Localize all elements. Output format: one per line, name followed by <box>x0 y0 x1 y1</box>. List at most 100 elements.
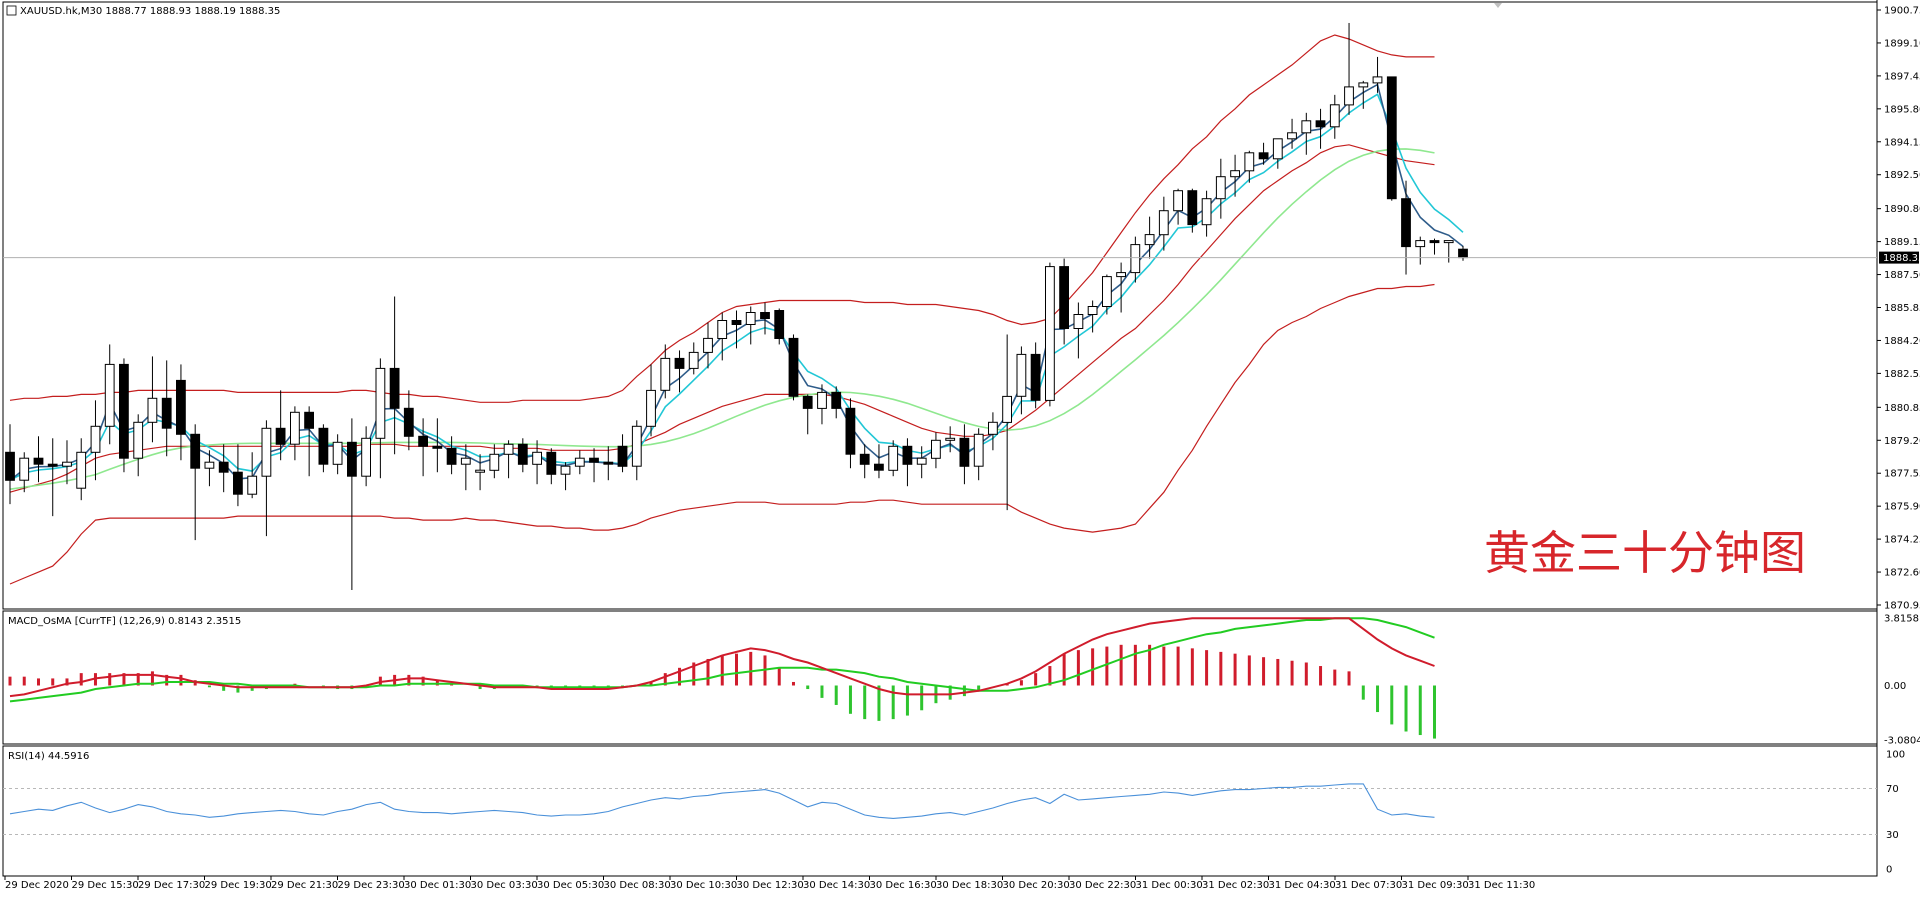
rsi-tick-label: 30 <box>1886 830 1899 841</box>
rsi-tick-label: 70 <box>1886 784 1899 795</box>
candle-body <box>1087 306 1098 315</box>
candle-body <box>703 337 713 353</box>
candle-body <box>1045 266 1055 401</box>
candle-body <box>831 391 842 409</box>
time-tick-label: 29 Dec 17:30 <box>138 880 205 891</box>
candle-body <box>902 445 913 465</box>
candle-body <box>76 451 87 489</box>
time-tick-label: 30 Dec 16:30 <box>870 880 937 891</box>
price-tick-label: 1900.75 <box>1884 6 1920 17</box>
candle-body <box>1073 314 1084 329</box>
candle-body <box>119 363 129 459</box>
time-tick-label: 30 Dec 05:30 <box>537 880 604 891</box>
candle-body <box>1244 152 1255 172</box>
rsi-header: RSI(14) 44.5916 <box>8 751 89 762</box>
candle-body <box>916 457 927 465</box>
macd-signal-line <box>9 617 1435 698</box>
macd-tick-label: -3.0804 <box>1884 736 1920 747</box>
bollinger-mid-line <box>9 144 1435 493</box>
candle-body <box>646 389 656 427</box>
candle-body <box>489 453 500 471</box>
price-tick-label: 1870.95 <box>1884 601 1920 612</box>
candle-body <box>446 447 457 465</box>
candle-body <box>717 320 728 339</box>
candle-body <box>532 451 543 465</box>
candle-body <box>1059 266 1069 330</box>
candle-body <box>1215 176 1226 200</box>
symbol-icon <box>6 5 17 16</box>
candle-body <box>1173 190 1183 212</box>
candle-body <box>190 433 201 469</box>
macd-header: MACD_OsMA [CurrTF] (12,26,9) 0.8143 2.35… <box>8 616 241 627</box>
bollinger-lower-line <box>9 283 1435 585</box>
candle-body <box>859 453 870 465</box>
price-tick-label: 1875.90 <box>1884 502 1920 513</box>
current-price-badge <box>1879 251 1919 264</box>
candle-body <box>845 407 856 455</box>
time-tick-label: 29 Dec 2020 <box>5 880 69 891</box>
candle-body <box>475 469 486 473</box>
price-tick-label: 1895.80 <box>1884 104 1920 115</box>
candle-body <box>674 357 685 369</box>
time-tick-label: 29 Dec 19:30 <box>205 880 272 891</box>
macd-main-line <box>9 617 1435 703</box>
price-tick-label: 1879.20 <box>1884 436 1920 447</box>
candle-body <box>290 411 300 445</box>
candle-body <box>617 445 628 467</box>
candle-body <box>1187 190 1198 226</box>
candle-body <box>945 437 956 441</box>
time-tick-label: 31 Dec 07:30 <box>1335 880 1402 891</box>
candle-body <box>517 443 528 465</box>
candle-body <box>204 461 215 469</box>
candle-body <box>973 433 984 467</box>
time-tick-label: 31 Dec 09:30 <box>1402 880 1469 891</box>
candle-body <box>1158 210 1169 236</box>
candle-body <box>1372 76 1383 84</box>
time-tick-label: 30 Dec 18:30 <box>936 880 1003 891</box>
candle-body <box>1016 353 1027 397</box>
candle-body <box>1102 276 1112 308</box>
candle-body <box>418 435 429 447</box>
candle-body <box>233 471 243 495</box>
price-tick-label: 1887.50 <box>1884 270 1920 281</box>
time-tick-label: 31 Dec 00:30 <box>1136 880 1203 891</box>
candle-body <box>1230 170 1240 178</box>
candle-body <box>731 320 742 325</box>
price-tick-label: 1892.50 <box>1884 170 1920 181</box>
candle-body <box>19 457 30 481</box>
candle-body <box>1358 82 1369 88</box>
candle-body <box>1329 104 1340 128</box>
symbol-header: XAUUSD.hk,M30 1888.77 1888.93 1888.19 18… <box>20 6 280 17</box>
candle-body <box>1315 120 1326 128</box>
time-tick-label: 30 Dec 10:30 <box>670 880 737 891</box>
candle-body <box>147 397 158 423</box>
time-tick-label: 29 Dec 15:30 <box>72 880 139 891</box>
candle-body <box>1144 234 1155 246</box>
candle-body <box>1030 353 1041 401</box>
candle-body <box>403 407 414 437</box>
candle-body <box>33 457 44 465</box>
candle-body <box>90 425 101 453</box>
candle-body <box>1287 132 1297 140</box>
candle-body <box>1201 198 1212 226</box>
candle-body <box>1415 240 1426 248</box>
slow-ma-line <box>9 148 1435 490</box>
candle-body <box>1272 138 1283 160</box>
candle-body <box>332 441 343 465</box>
candle-body <box>218 461 229 473</box>
rsi-line <box>9 783 1435 819</box>
scroll-marker-icon[interactable] <box>1494 3 1502 8</box>
candle-body <box>5 451 15 481</box>
candle-body <box>802 395 813 409</box>
candle-body <box>931 439 941 459</box>
time-tick-label: 29 Dec 23:30 <box>338 880 405 891</box>
candle-body <box>1401 198 1411 248</box>
candle-body <box>660 357 671 391</box>
candle-body <box>560 465 571 475</box>
candle-body <box>361 437 372 477</box>
time-tick-label: 31 Dec 04:30 <box>1269 880 1336 891</box>
time-tick-label: 29 Dec 21:30 <box>271 880 338 891</box>
candle-body <box>603 461 614 465</box>
rsi-tick-label: 100 <box>1886 750 1905 761</box>
